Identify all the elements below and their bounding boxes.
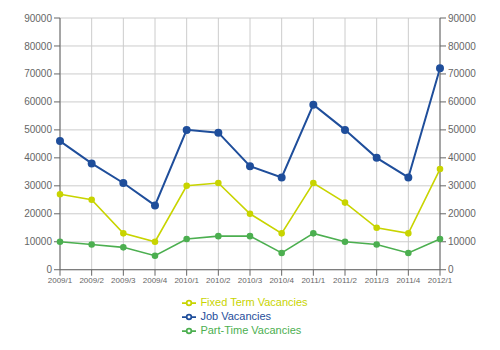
svg-text:10000: 10000 xyxy=(24,236,52,247)
svg-text:30000: 30000 xyxy=(24,180,52,191)
html-text:Job Vacancies: Job Vacancies xyxy=(200,309,272,322)
svg-text:2009/4: 2009/4 xyxy=(143,276,168,285)
svg-text:2010/1: 2010/1 xyxy=(174,276,199,285)
svg-text:40000: 40000 xyxy=(448,152,476,163)
svg-text:20000: 20000 xyxy=(448,208,476,219)
svg-text:60000: 60000 xyxy=(24,96,52,107)
svg-text:2010/4: 2010/4 xyxy=(269,276,294,285)
svg-text:10000: 10000 xyxy=(448,236,476,247)
svg-text:50000: 50000 xyxy=(448,124,476,135)
svg-text:2010/2: 2010/2 xyxy=(206,276,231,285)
html-text:Part-Time Vacancies: Part-Time Vacancies xyxy=(200,323,302,336)
svg-text:0: 0 xyxy=(46,264,52,275)
html-text:Fixed Term Vacancies: Fixed Term Vacancies xyxy=(200,295,308,308)
svg-text:70000: 70000 xyxy=(448,68,476,79)
svg-text:50000: 50000 xyxy=(24,124,52,135)
svg-text:90000: 90000 xyxy=(24,13,52,24)
svg-text:2009/1: 2009/1 xyxy=(48,276,73,285)
svg-text:80000: 80000 xyxy=(24,41,52,52)
svg-text:60000: 60000 xyxy=(448,96,476,107)
svg-text:40000: 40000 xyxy=(24,152,52,163)
svg-text:2011/1: 2011/1 xyxy=(301,276,325,285)
svg-text:80000: 80000 xyxy=(448,41,476,52)
svg-text:70000: 70000 xyxy=(24,68,52,79)
svg-text:30000: 30000 xyxy=(448,180,476,191)
svg-text:0: 0 xyxy=(448,264,454,275)
svg-text:20000: 20000 xyxy=(24,208,52,219)
svg-text:2011/4: 2011/4 xyxy=(396,276,420,285)
svg-text:2011/3: 2011/3 xyxy=(365,276,389,285)
svg-text:2009/3: 2009/3 xyxy=(111,276,136,285)
svg-text:2011/2: 2011/2 xyxy=(333,276,357,285)
svg-text:2012/1: 2012/1 xyxy=(428,276,453,285)
svg-text:2010/3: 2010/3 xyxy=(238,276,263,285)
svg-text:2009/2: 2009/2 xyxy=(79,276,104,285)
svg-text:90000: 90000 xyxy=(448,13,476,24)
